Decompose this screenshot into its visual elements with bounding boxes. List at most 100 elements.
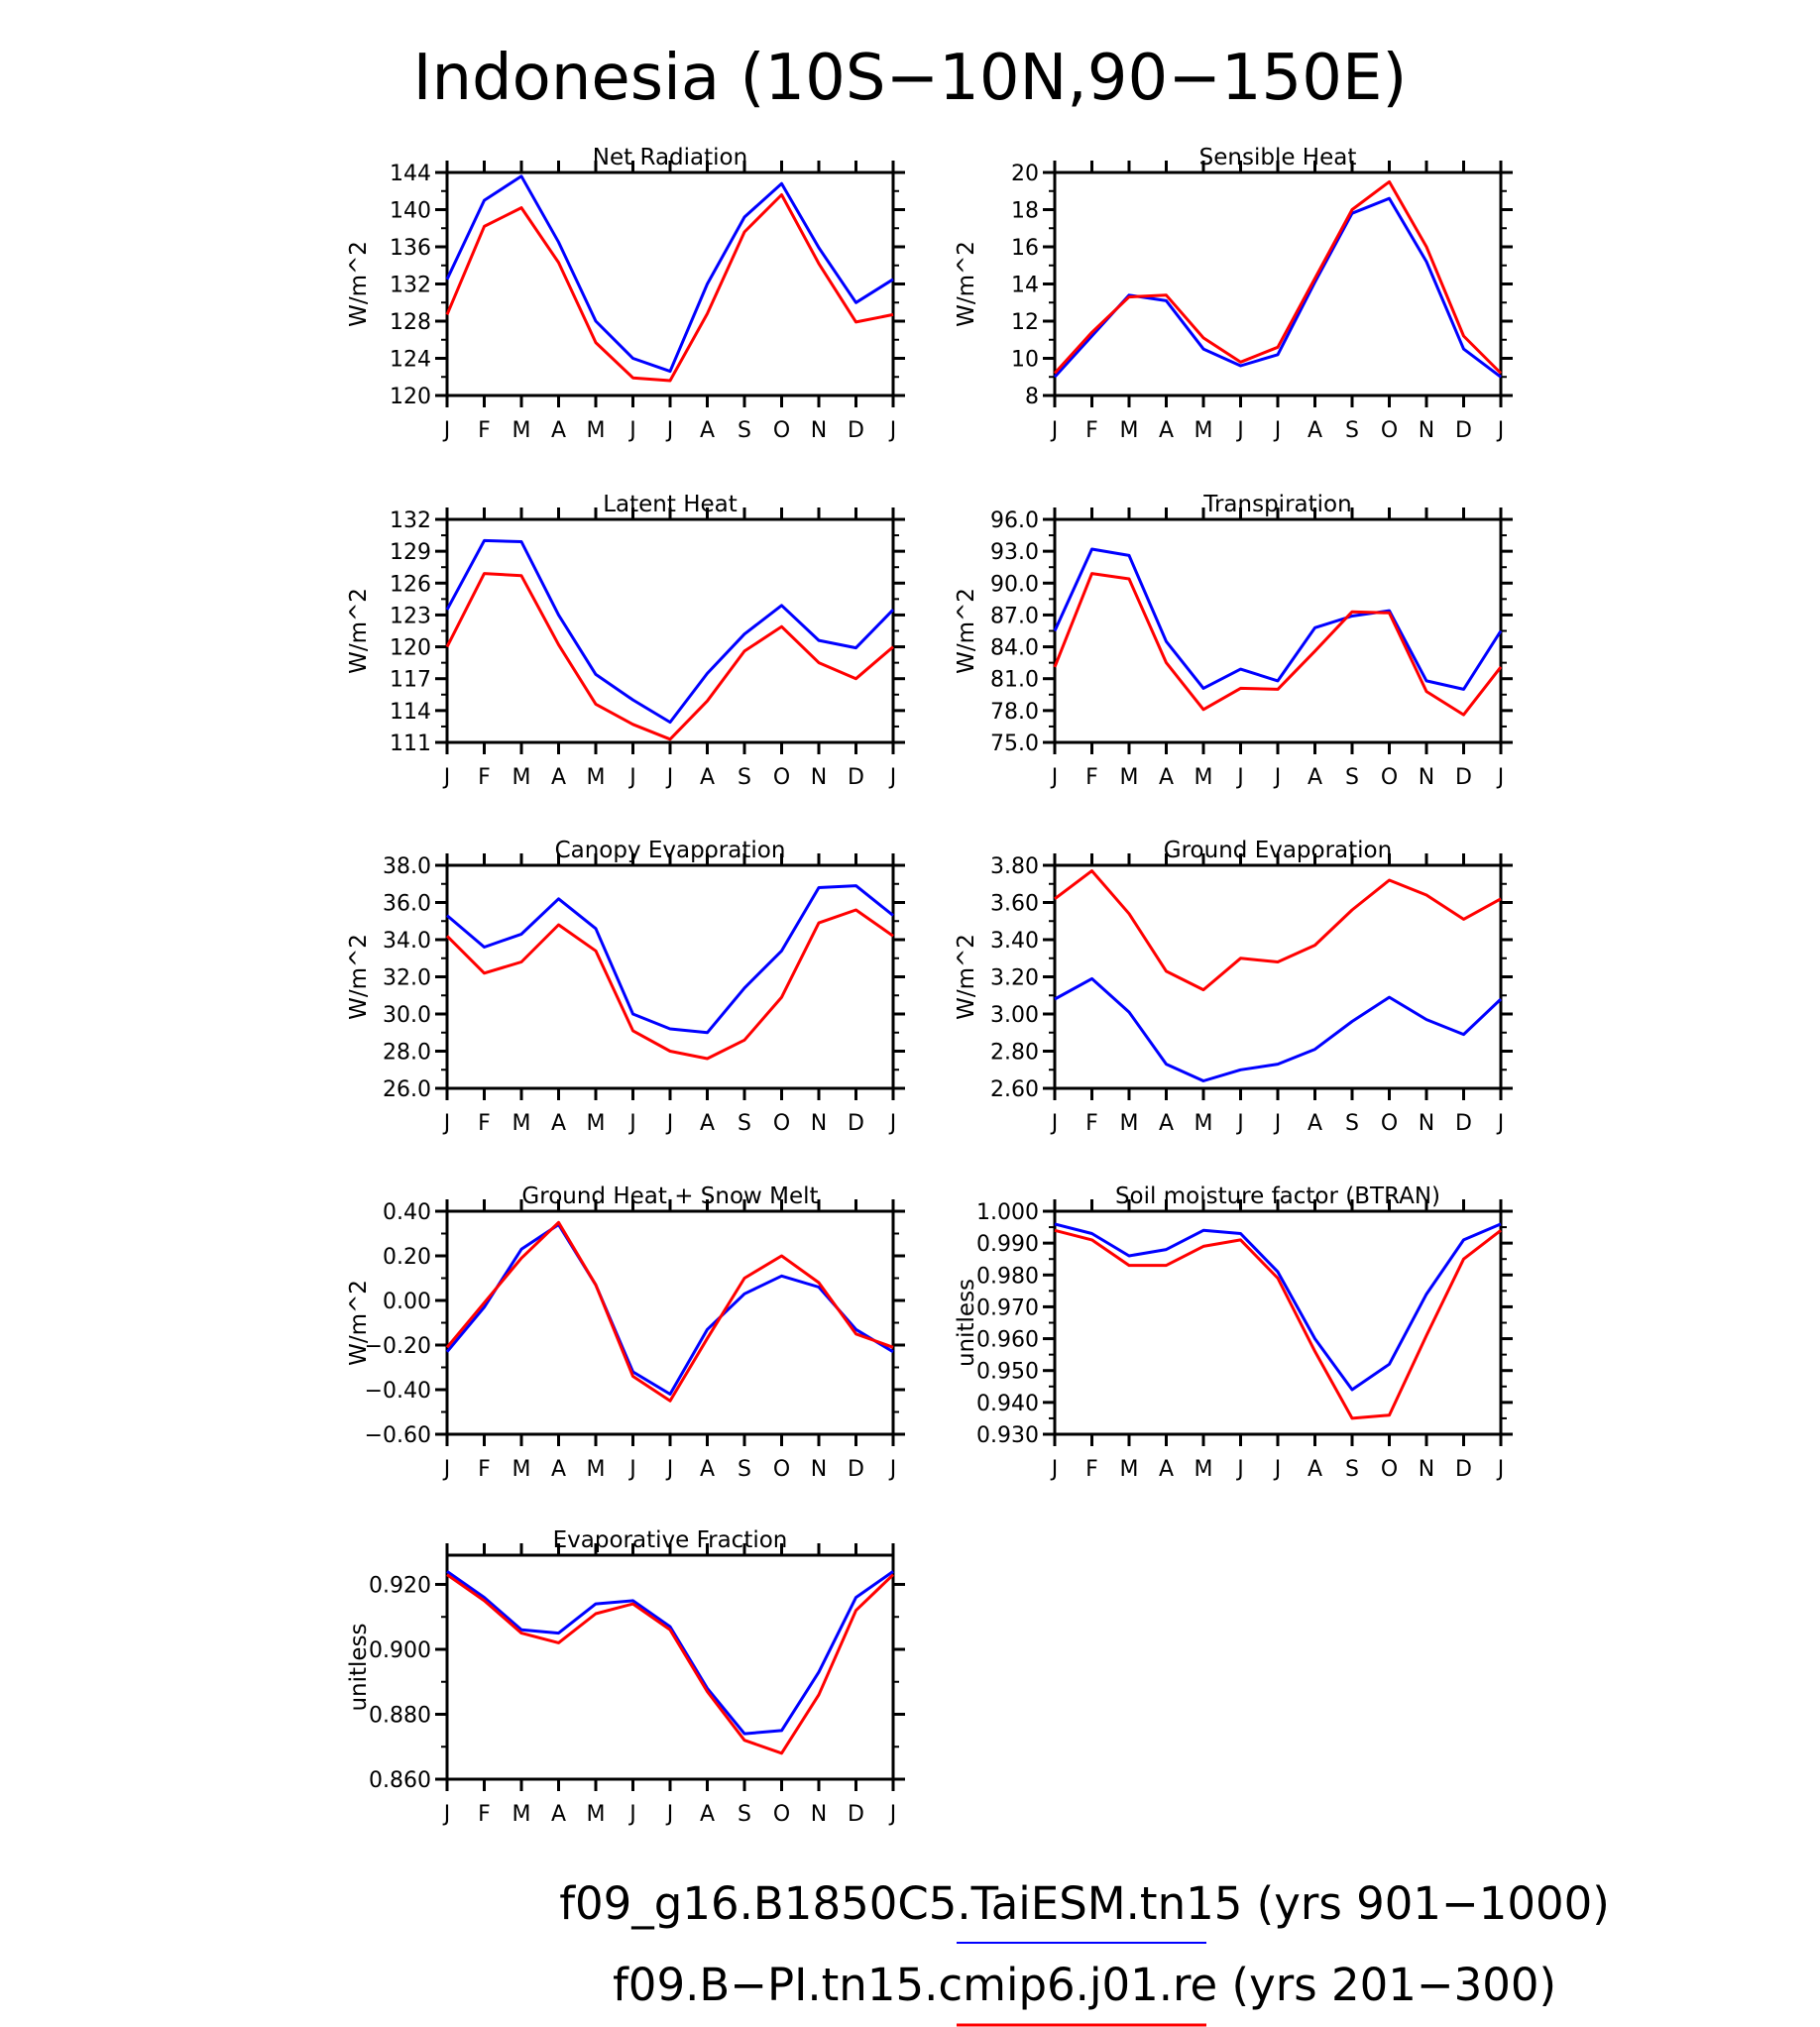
y-tick-label: 0.970 [976,1295,1039,1320]
x-tick-label: F [1085,765,1098,790]
x-tick-label: N [811,418,827,443]
y-tick-label: 128 [390,310,431,335]
series-line-red [445,908,894,1061]
x-tick-label: D [1455,418,1472,443]
x-tick-label: J [1273,418,1282,443]
y-tick-label: 2.80 [990,1041,1039,1066]
x-tick-label: M [587,1111,606,1136]
x-tick-label: A [1308,765,1322,790]
y-axis-label: W/m^2 [346,241,372,327]
y-tick-label: 3.60 [990,892,1039,917]
x-tick-label: J [1050,1457,1059,1482]
x-tick-label: O [1381,765,1398,790]
x-tick-label: J [888,1111,897,1136]
series-line-red [1053,572,1503,717]
y-tick-label: 0.20 [383,1245,431,1270]
x-tick-label: A [1159,1457,1174,1482]
y-tick-label: 120 [390,385,431,409]
series-line-blue [445,538,895,725]
y-axis-label: W/m^2 [954,588,979,674]
x-tick-label: J [1496,765,1505,790]
x-tick-label: J [627,1111,636,1136]
y-axis-label: W/m^2 [346,1280,372,1366]
x-tick-label: J [665,1457,674,1482]
y-tick-label: 0.930 [976,1423,1039,1448]
panels: Net RadiationW/m^2120124128132136140144J… [346,145,1513,1827]
series-line-blue [1054,976,1503,1082]
x-tick-label: N [1419,1111,1434,1136]
x-tick-label: O [1381,1457,1398,1482]
legend-label-series-b: f09.B−PI.tn15.cmip6.j01.re (yrs 201−300) [613,1959,1556,2011]
y-tick-label: 81.0 [990,668,1039,693]
x-tick-label: J [1496,1111,1505,1136]
series-line-blue [1053,547,1503,691]
x-tick-label: D [848,1457,864,1482]
x-tick-label: O [773,765,790,790]
x-tick-label: M [587,765,606,790]
y-tick-label: 8 [1025,385,1039,409]
series-line-red [446,1573,895,1755]
y-tick-label: 3.20 [990,966,1039,991]
y-tick-label: 136 [390,236,431,261]
x-tick-label: J [665,1802,674,1827]
y-tick-label: 16 [1011,236,1039,261]
series-line-red [1054,869,1502,992]
y-tick-label: 1.000 [976,1200,1039,1225]
y-tick-label: 26.0 [383,1077,431,1102]
x-tick-label: A [551,1457,566,1482]
series-line-red [1054,1228,1502,1420]
y-tick-label: 144 [390,162,431,186]
x-tick-label: A [700,418,715,443]
panel-evaporative-fraction: Evaporative Fractionunitless0.8600.8800.… [346,1527,905,1827]
y-tick-label: 93.0 [990,540,1039,565]
y-tick-label: −0.20 [365,1334,431,1359]
y-tick-label: 111 [390,732,431,756]
x-tick-label: A [1159,418,1174,443]
x-tick-label: D [1455,1111,1472,1136]
y-axis-label: W/m^2 [346,934,372,1020]
x-tick-label: O [773,1111,790,1136]
y-tick-label: 0.880 [369,1703,431,1728]
plot-frame [445,170,895,397]
panel-transpiration: TranspirationW/m^275.078.081.084.087.090… [954,492,1513,790]
y-tick-label: 14 [1011,274,1039,298]
x-tick-label: J [1235,1457,1244,1482]
y-tick-label: 140 [390,199,431,224]
x-tick-label: D [848,765,864,790]
x-tick-label: N [811,1802,827,1827]
y-tick-label: 0.40 [383,1200,431,1225]
y-axis-label: W/m^2 [954,934,979,1020]
x-tick-label: A [1159,765,1174,790]
legend-label-series-a: f09_g16.B1850C5.TaiESM.tn15 (yrs 901−100… [559,1877,1610,1930]
x-tick-label: F [1085,1457,1098,1482]
x-tick-label: F [478,1802,491,1827]
x-tick-label: F [1085,1111,1098,1136]
y-tick-label: 0.960 [976,1328,1039,1353]
x-tick-label: J [1050,418,1059,443]
y-axis-label: W/m^2 [346,588,372,674]
y-tick-label: 0.00 [383,1290,431,1314]
x-tick-label: A [700,1802,715,1827]
x-tick-label: J [627,765,636,790]
series-line-blue [446,1570,894,1736]
x-tick-label: A [551,1802,566,1827]
panel-ground-evaporation: Ground EvaporationW/m^22.602.803.003.203… [954,838,1513,1136]
y-tick-label: 36.0 [383,892,431,917]
y-tick-label: 114 [390,700,431,725]
x-tick-label: J [442,1111,451,1136]
series-line-blue [445,1223,894,1396]
y-tick-label: 0.920 [369,1573,431,1598]
x-tick-label: S [738,418,751,443]
y-tick-label: 117 [390,668,431,693]
x-tick-label: J [442,765,451,790]
x-tick-label: J [665,1111,674,1136]
x-tick-label: M [512,418,531,443]
y-tick-label: 28.0 [383,1041,431,1066]
y-tick-label: 0.980 [976,1264,1039,1289]
x-tick-label: N [811,1111,827,1136]
series-line-blue [1053,196,1502,379]
y-tick-label: 0.940 [976,1392,1039,1416]
x-tick-label: J [1496,418,1505,443]
x-tick-label: J [1235,765,1244,790]
y-tick-label: 132 [390,274,431,298]
